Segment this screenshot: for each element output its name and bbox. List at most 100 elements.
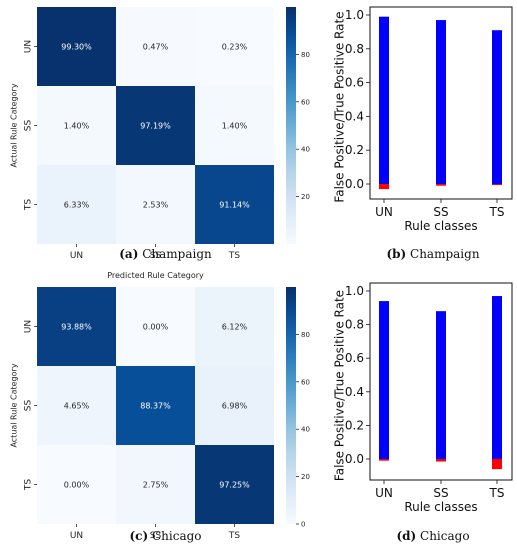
cell-value-label: 0.23% <box>222 43 248 52</box>
cell-value-label: 2.75% <box>143 481 169 490</box>
cell-value-label: 6.33% <box>64 201 90 210</box>
cell-value-label: 97.19% <box>140 122 171 131</box>
colorbar-tick-label: 0 <box>301 521 305 529</box>
y-axis-label: False Positive/True Positive Rate <box>333 290 347 481</box>
bar <box>436 20 446 184</box>
colorbar-tick-label: 20 <box>301 473 310 481</box>
heatmap-cell <box>116 366 195 445</box>
cell-value-label: 4.65% <box>64 402 90 411</box>
panel-caption: (a) Champaign <box>119 247 212 261</box>
caption-id: (c) <box>129 529 148 543</box>
bar <box>492 296 502 459</box>
x-tick-label: SS <box>150 531 162 541</box>
panel-caption: (b) Champaign <box>386 247 479 261</box>
caption-text: Chicago <box>148 529 201 543</box>
caption-id: (d) <box>396 529 416 543</box>
colorbar-tick-label: 40 <box>301 146 310 154</box>
cell-value-label: 88.37% <box>140 402 171 411</box>
colorbar-tick-label: 80 <box>301 331 310 339</box>
y-tick-label: 0.4 <box>345 109 364 123</box>
heatmap-cell <box>37 445 116 524</box>
heatmap-cell <box>37 287 116 366</box>
y-tick-label: SS <box>24 120 34 132</box>
y-tick-label: 0.6 <box>345 351 364 365</box>
bar <box>379 16 389 184</box>
bar <box>436 459 446 462</box>
bar <box>379 184 389 190</box>
cell-value-label: 1.40% <box>64 122 90 131</box>
bar <box>436 184 446 186</box>
heatmap-panel-0: 99.30% 0.47% 0.23% 1.40% 97.19% 1.40% 6.33% 2.5… <box>10 7 310 280</box>
caption-id: (a) <box>119 247 138 261</box>
heatmap-cell <box>116 165 195 244</box>
heatmap-panel-1: 93.88% 0.00% 6.12% 4.65% 88.37% 6.98% 0.00% 2.7… <box>10 287 310 543</box>
y-tick-label: 0.0 <box>345 177 364 191</box>
heatmap-cell <box>37 7 116 86</box>
y-tick-label: SS <box>24 400 34 412</box>
heatmap-cell <box>37 366 116 445</box>
colorbar-tick-label: 60 <box>301 98 310 106</box>
bar-panel-0: 0.0 0.2 0.4 0.6 0.8 1.0 UN SS TS Rule classes Fals… <box>333 6 513 261</box>
caption-text: Champaign <box>138 247 212 261</box>
heatmap-cell <box>37 165 116 244</box>
y-axis-label: False Positive/True Positive Rate <box>333 11 347 202</box>
colorbar-tick-label: 20 <box>301 193 310 201</box>
x-tick-label: SS <box>433 205 448 219</box>
heatmap-cell <box>195 7 274 86</box>
y-axis-label: Actual Rule Category <box>10 363 19 447</box>
bar <box>492 459 502 470</box>
y-tick-label: TS <box>24 199 34 211</box>
colorbar-tick-label: 40 <box>301 426 310 434</box>
x-tick-label: SS <box>150 251 162 261</box>
bar <box>492 30 502 185</box>
x-tick-label: SS <box>433 486 448 500</box>
y-tick-label: 0.8 <box>345 42 364 56</box>
bar <box>379 301 389 459</box>
heatmap-cell <box>195 287 274 366</box>
colorbar-tick-label: 80 <box>301 51 310 59</box>
y-tick-label: UN <box>24 320 34 333</box>
heatmap-cell <box>116 287 195 366</box>
y-tick-label: TS <box>24 479 34 491</box>
bar <box>436 311 446 459</box>
heatmap-cell <box>195 366 274 445</box>
y-tick-label: 0.2 <box>345 418 364 432</box>
cell-value-label: 2.53% <box>143 201 169 210</box>
y-tick-label: 0.8 <box>345 318 364 332</box>
y-tick-label: 0.4 <box>345 385 364 399</box>
cell-value-label: 99.30% <box>61 43 92 52</box>
cell-value-label: 91.14% <box>219 201 250 210</box>
cell-value-label: 6.98% <box>222 402 248 411</box>
x-tick-label: TS <box>489 486 505 500</box>
caption-text: Chicago <box>416 529 469 543</box>
heatmap-cell <box>195 165 274 244</box>
y-tick-label: 0.6 <box>345 76 364 90</box>
y-tick-label: 1.0 <box>345 284 364 298</box>
colorbar-tick-label: 60 <box>301 378 310 386</box>
cell-value-label: 0.00% <box>64 481 90 490</box>
heatmap-cell <box>116 7 195 86</box>
x-tick-label: UN <box>375 205 393 219</box>
bar <box>492 184 502 185</box>
colorbar <box>286 287 296 524</box>
x-tick-label: UN <box>70 251 83 261</box>
cell-value-label: 93.88% <box>61 323 92 332</box>
colorbar <box>286 7 296 244</box>
x-axis-label: Rule classes <box>404 500 477 514</box>
panel-caption: (d) Chicago <box>396 529 469 543</box>
bar-panel-1: 0.0 0.2 0.4 0.6 0.8 1.0 UN SS TS Rule classes Fals… <box>333 282 513 543</box>
y-tick-label: UN <box>24 40 34 53</box>
x-tick-label: TS <box>489 205 505 219</box>
y-tick-label: 1.0 <box>345 8 364 22</box>
y-tick-label: 0.0 <box>345 452 364 466</box>
x-tick-label: TS <box>228 251 240 261</box>
heatmap-cell <box>195 445 274 524</box>
heatmap-cell <box>116 445 195 524</box>
heatmap-cell <box>37 86 116 165</box>
x-axis-label: Rule classes <box>404 219 477 233</box>
caption-text: Champaign <box>406 247 480 261</box>
heatmap-cell <box>116 86 195 165</box>
x-tick-label: UN <box>70 531 83 541</box>
cell-value-label: 0.47% <box>143 43 169 52</box>
